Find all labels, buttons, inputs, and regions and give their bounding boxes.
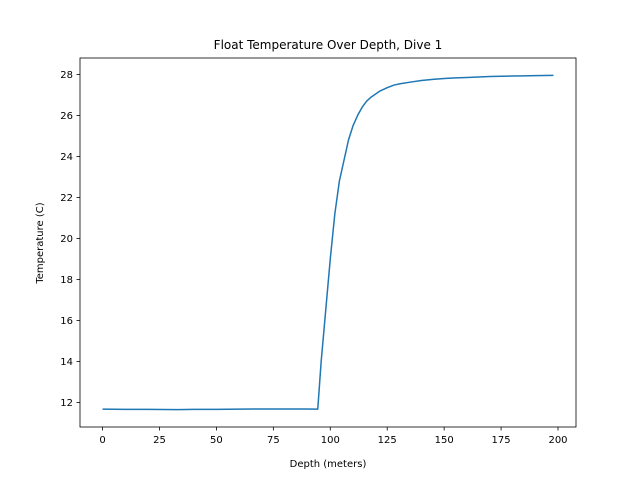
x-tick-label: 200 (548, 435, 567, 446)
x-tick-label: 0 (99, 435, 105, 446)
series-line (102, 74, 554, 411)
x-tick-label: 125 (378, 435, 397, 446)
y-tick-label: 18 (60, 275, 73, 286)
y-tick-label: 16 (60, 316, 73, 327)
y-tick-label: 28 (60, 70, 73, 81)
y-tick-label: 26 (60, 111, 73, 122)
x-tick-label: 50 (210, 435, 223, 446)
x-axis-label: Depth (meters) (290, 459, 367, 470)
x-tick-label: 25 (153, 435, 166, 446)
x-tick-label: 75 (267, 435, 280, 446)
axis-ticks: 0 25 50 75 100 125 150 175 200 12 14 16 18 20 22 24 26 28 (60, 70, 567, 446)
chart-title: Float Temperature Over Depth, Dive 1 (214, 38, 443, 52)
y-axis-label: Temperature (C) (35, 202, 46, 284)
x-tick-label: 150 (435, 435, 454, 446)
x-tick-label: 100 (321, 435, 340, 446)
y-tick-label: 20 (60, 234, 73, 245)
plot-area (102, 74, 554, 411)
plot-frame (79, 57, 577, 428)
y-tick-label: 14 (60, 357, 73, 368)
y-tick-label: 12 (60, 398, 73, 409)
y-tick-label: 24 (60, 152, 73, 163)
x-tick-label: 175 (492, 435, 511, 446)
y-tick-label: 22 (60, 193, 73, 204)
